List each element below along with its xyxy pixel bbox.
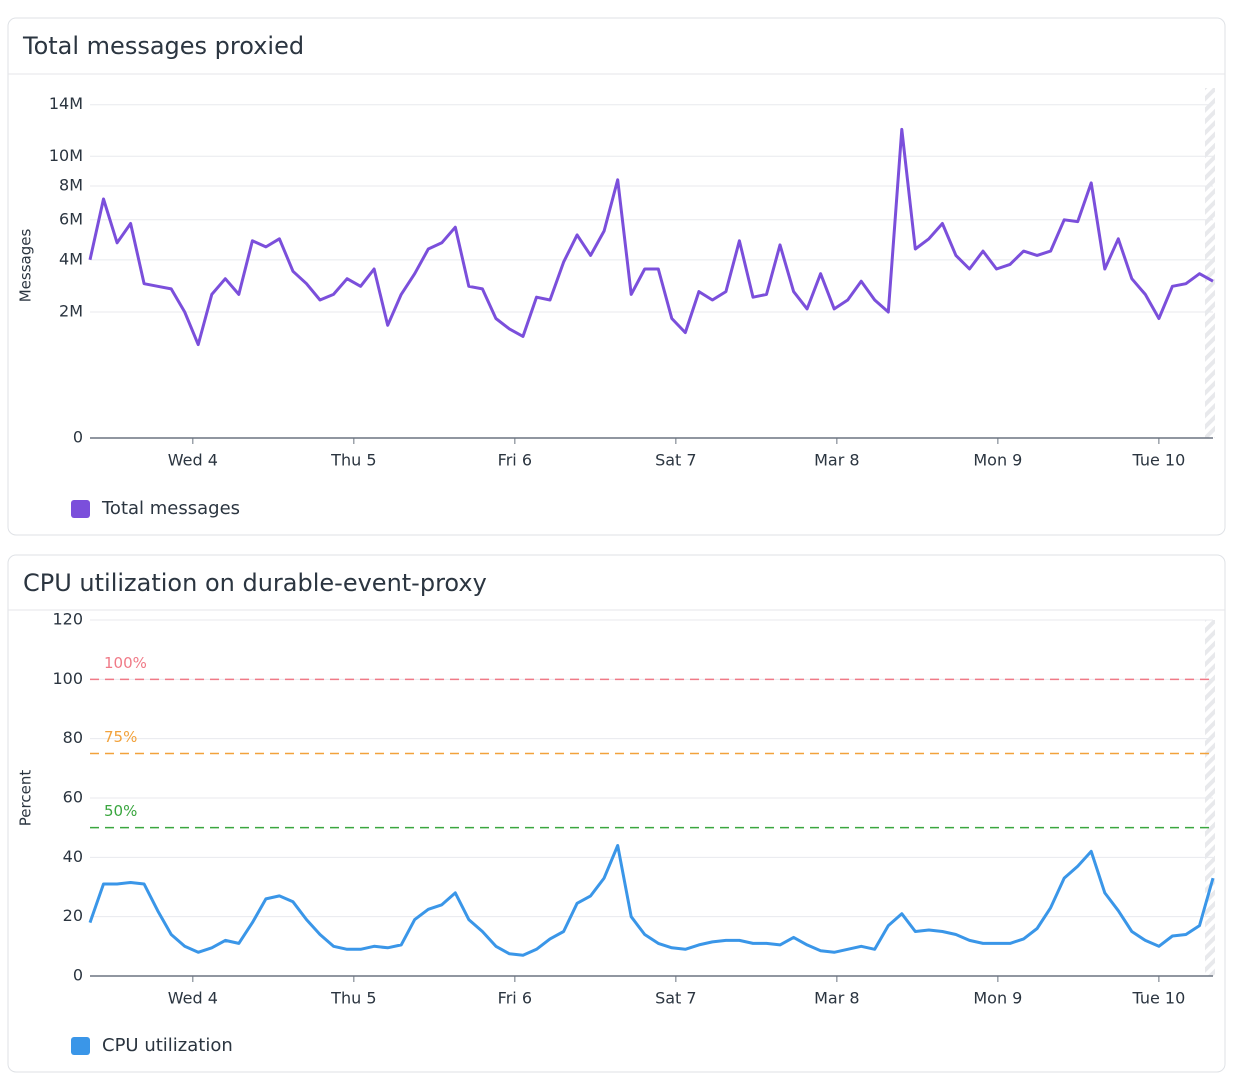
y-tick-label: 8M xyxy=(59,176,83,195)
x-tick-label: Mon 9 xyxy=(973,989,1022,1008)
panel xyxy=(7,554,1226,1073)
y-tick-label: 80 xyxy=(63,728,83,747)
incomplete-region xyxy=(1205,88,1215,438)
x-tick-label: Fri 6 xyxy=(498,989,532,1008)
series-line xyxy=(88,127,1214,347)
series-line xyxy=(88,844,1215,957)
x-tick-label: Mar 8 xyxy=(814,451,859,470)
y-tick-label: 40 xyxy=(63,847,83,866)
y-tick-label: 120 xyxy=(52,610,83,629)
legend-swatch xyxy=(71,500,90,518)
x-tick-label: Tue 10 xyxy=(1131,451,1185,470)
x-tick-label: Mon 9 xyxy=(973,451,1022,470)
x-tick-label: Tue 10 xyxy=(1131,989,1185,1008)
threshold-label: 75% xyxy=(104,728,137,746)
y-tick-label: 4M xyxy=(59,249,83,268)
x-tick-label: Thu 5 xyxy=(330,989,376,1008)
y-tick-label: 0 xyxy=(73,966,83,985)
y-tick-label: 14M xyxy=(49,94,83,113)
y-tick-label: 100 xyxy=(52,669,83,688)
x-tick-label: Wed 4 xyxy=(168,451,218,470)
panel-title: CPU utilization on durable-event-proxy xyxy=(23,569,487,597)
x-tick-label: Fri 6 xyxy=(498,451,532,470)
x-tick-label: Sat 7 xyxy=(655,451,697,470)
x-tick-label: Wed 4 xyxy=(168,989,218,1008)
x-tick-label: Sat 7 xyxy=(655,989,697,1008)
y-tick-label: 6M xyxy=(59,209,83,228)
y-tick-label: 60 xyxy=(63,788,83,807)
y-axis-label: Percent xyxy=(17,770,35,827)
y-tick-label: 20 xyxy=(63,906,83,925)
threshold-label: 100% xyxy=(104,654,147,672)
x-tick-label: Mar 8 xyxy=(814,989,859,1008)
y-axis-label: Messages xyxy=(17,229,35,303)
y-tick-label: 2M xyxy=(59,302,83,321)
x-tick-label: Thu 5 xyxy=(330,451,376,470)
legend-swatch xyxy=(71,1037,90,1055)
y-tick-label: 0 xyxy=(73,428,83,447)
legend-label: CPU utilization xyxy=(102,1035,233,1056)
panel xyxy=(7,17,1226,536)
y-tick-label: 10M xyxy=(49,146,83,165)
legend-label: Total messages xyxy=(101,498,240,519)
panel-title: Total messages proxied xyxy=(22,32,304,60)
threshold-label: 50% xyxy=(104,802,137,820)
